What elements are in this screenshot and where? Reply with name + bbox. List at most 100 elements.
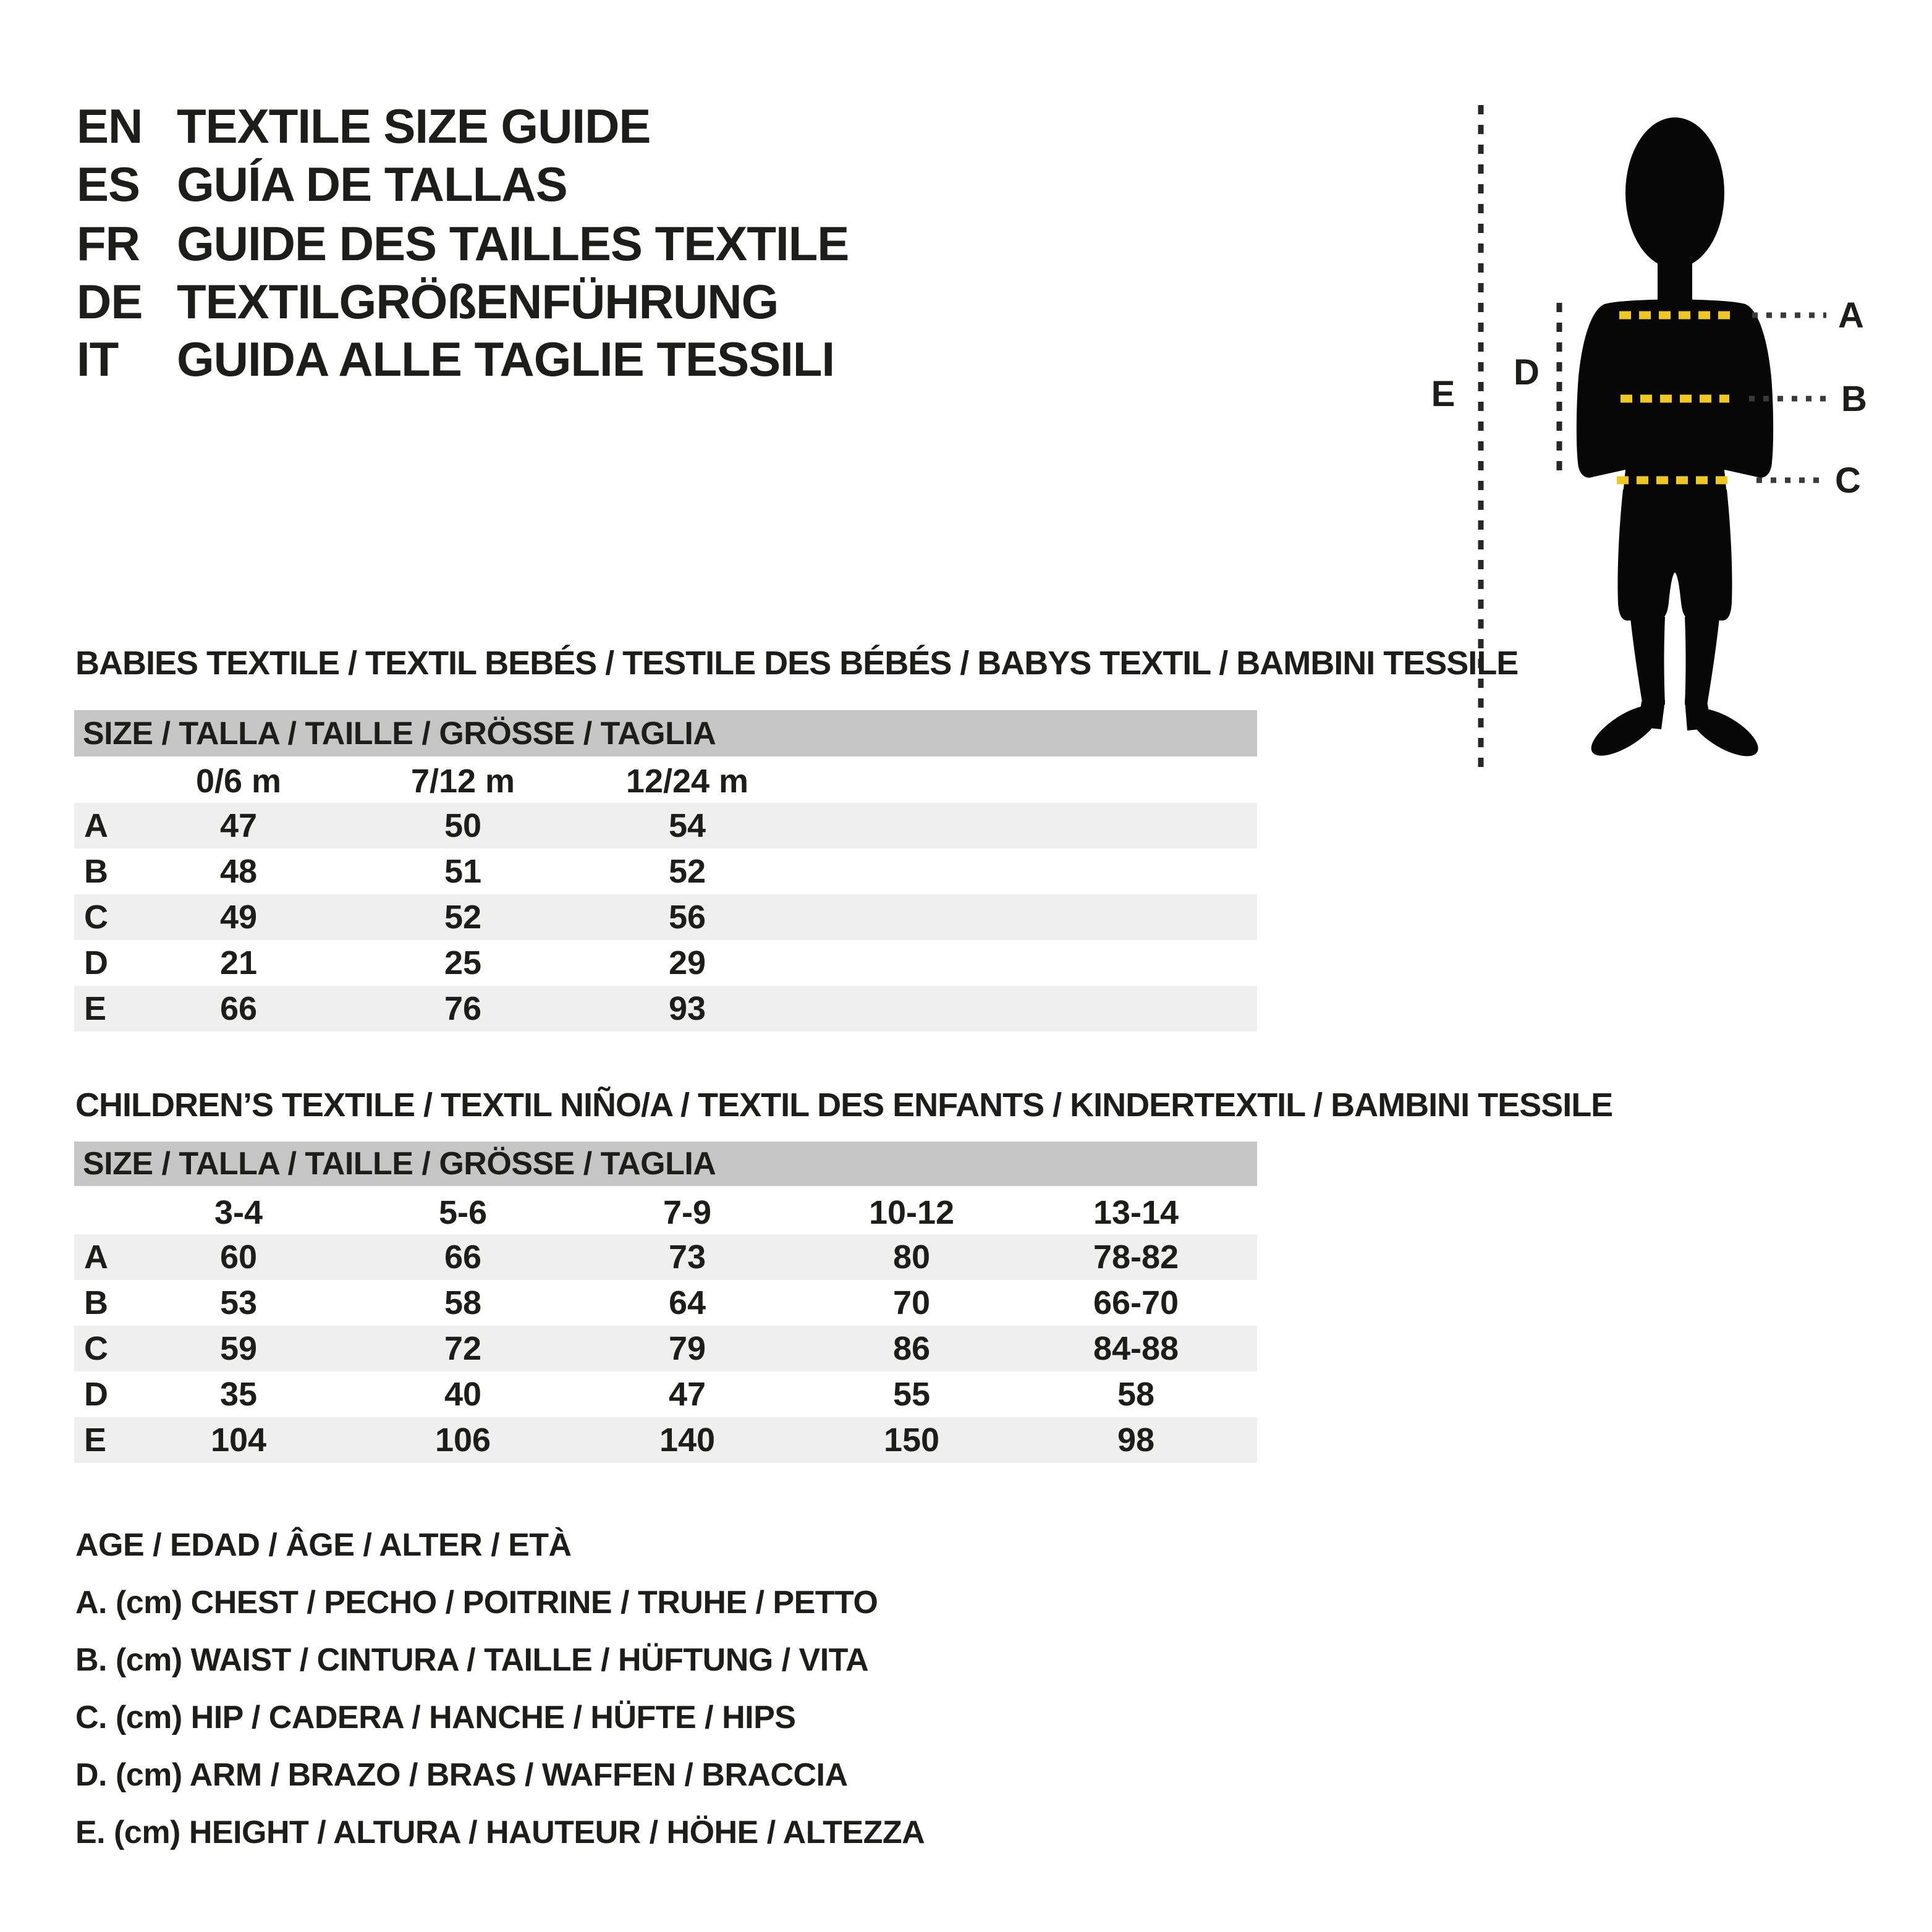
diagram-label-e: E [1431, 374, 1455, 414]
table-row: E 66 76 93 [74, 986, 1257, 1032]
table-cell: 84-88 [1093, 1330, 1179, 1367]
row-label: E [84, 990, 107, 1027]
size-header-label: SIZE / TALLA / TAILLE / GRÖSSE / TAGLIA [83, 1146, 716, 1182]
table-cell: 29 [668, 944, 706, 981]
table-cell: 59 [219, 1330, 258, 1367]
table-cell: 51 [444, 853, 482, 890]
language-title: TEXTILE SIZE GUIDE [177, 98, 651, 153]
table-cell: 140 [659, 1421, 716, 1459]
table-cell: 76 [444, 990, 482, 1027]
row-label: D [84, 944, 108, 981]
table-cell: 40 [444, 1376, 482, 1413]
table-cell: 25 [444, 944, 482, 981]
table-cell: 66-70 [1093, 1284, 1179, 1321]
legend-line-chest: A. (cm) CHEST / PECHO / POITRINE / TRUHE… [75, 1585, 878, 1621]
language-title: TEXTILGRÖßENFÜHRUNG [177, 274, 779, 329]
diagram-label-d: D [1514, 352, 1540, 392]
table-row: D 35 40 47 55 58 [74, 1371, 1257, 1417]
table-cell: 72 [444, 1330, 482, 1367]
table-cell: 52 [668, 853, 706, 890]
row-label: A [84, 1239, 108, 1276]
column-header: 3-4 [214, 1194, 263, 1231]
table-cell: 150 [883, 1421, 940, 1459]
table-cell: 106 [434, 1421, 491, 1459]
column-header: 10-12 [868, 1194, 955, 1231]
table-cell: 21 [219, 944, 258, 981]
children-size-header-bar: SIZE / TALLA / TAILLE / GRÖSSE / TAGLIA [74, 1142, 1257, 1186]
table-row: D 21 25 29 [74, 940, 1257, 986]
row-label: C [84, 899, 108, 936]
babies-size-header-bar: SIZE / TALLA / TAILLE / GRÖSSE / TAGLIA [74, 710, 1257, 756]
language-row-en: EN TEXTILE SIZE GUIDE [77, 98, 651, 154]
table-cell: 49 [219, 899, 258, 936]
children-column-header-row: 3-4 5-6 7-9 10-12 13-14 [74, 1190, 1257, 1235]
table-cell: 66 [219, 990, 258, 1027]
diagram-label-b: B [1841, 379, 1867, 419]
table-cell: 98 [1117, 1421, 1155, 1459]
child-measurement-diagram: A B C D E [1431, 105, 1867, 773]
language-code: ES [77, 156, 140, 211]
table-cell: 66 [444, 1239, 482, 1276]
table-cell: 48 [219, 853, 258, 890]
table-row: B 48 51 52 [74, 849, 1257, 894]
legend-line-age: AGE / EDAD / ÂGE / ALTER / ETÀ [75, 1527, 572, 1563]
table-cell: 86 [892, 1330, 931, 1367]
table-cell: 60 [219, 1239, 258, 1276]
table-cell: 78-82 [1093, 1239, 1179, 1276]
babies-section-title: BABIES TEXTILE / TEXTIL BEBÉS / TESTILE … [75, 645, 1519, 682]
legend-line-height: E. (cm) HEIGHT / ALTURA / HAUTEUR / HÖHE… [75, 1815, 925, 1850]
table-cell: 56 [668, 899, 706, 936]
language-code: IT [77, 331, 119, 386]
table-cell: 47 [219, 807, 258, 844]
size-header-label: SIZE / TALLA / TAILLE / GRÖSSE / TAGLIA [83, 715, 716, 752]
table-cell: 53 [219, 1284, 258, 1321]
legend-line-arm: D. (cm) ARM / BRAZO / BRAS / WAFFEN / BR… [75, 1757, 848, 1793]
table-row: C 59 72 79 86 84-88 [74, 1326, 1257, 1371]
language-title: GUÍA DE TALLAS [177, 156, 568, 211]
table-cell: 80 [892, 1239, 931, 1276]
column-header: 5-6 [438, 1194, 488, 1231]
children-section-title: CHILDREN’S TEXTILE / TEXTIL NIÑO/A / TEX… [75, 1087, 1613, 1124]
row-label: B [84, 853, 108, 890]
row-label: E [84, 1421, 107, 1459]
table-cell: 50 [444, 807, 482, 844]
table-cell: 104 [210, 1421, 267, 1459]
table-cell: 70 [892, 1284, 931, 1321]
language-row-de: DE TEXTILGRÖßENFÜHRUNG [77, 274, 779, 329]
column-header: 7/12 m [410, 763, 515, 800]
table-cell: 58 [444, 1284, 482, 1321]
legend-line-waist: B. (cm) WAIST / CINTURA / TAILLE / HÜFTU… [75, 1642, 869, 1678]
diagram-label-c: C [1835, 460, 1861, 501]
column-header: 13-14 [1093, 1194, 1179, 1231]
legend-line-hip: C. (cm) HIP / CADERA / HANCHE / HÜFTE / … [75, 1700, 796, 1735]
table-cell: 79 [668, 1330, 706, 1367]
row-label: B [84, 1284, 108, 1321]
table-cell: 58 [1117, 1376, 1155, 1413]
language-row-fr: FR GUIDE DES TAILLES TEXTILE [77, 216, 849, 271]
table-row: A 47 50 54 [74, 803, 1257, 849]
table-cell: 47 [668, 1376, 706, 1413]
table-cell: 64 [668, 1284, 706, 1321]
table-row: E 104 106 140 150 98 [74, 1417, 1257, 1463]
language-code: FR [77, 216, 140, 271]
table-cell: 54 [668, 807, 706, 844]
row-label: A [84, 807, 108, 844]
babies-column-header-row: 0/6 m 7/12 m 12/24 m [74, 759, 1257, 803]
diagram-label-a: A [1838, 295, 1864, 336]
row-label: D [84, 1376, 108, 1413]
table-cell: 55 [892, 1376, 931, 1413]
language-code: EN [77, 98, 143, 153]
language-title: GUIDA ALLE TAGLIE TESSILI [177, 331, 835, 386]
table-row: C 49 52 56 [74, 894, 1257, 940]
language-row-es: ES GUÍA DE TALLAS [77, 156, 568, 212]
column-header: 7-9 [663, 1194, 712, 1231]
table-cell: 52 [444, 899, 482, 936]
child-silhouette-icon [1576, 117, 1774, 756]
column-header: 12/24 m [625, 763, 749, 800]
language-row-it: IT GUIDA ALLE TAGLIE TESSILI [77, 331, 835, 387]
table-cell: 93 [668, 990, 706, 1027]
table-row: A 60 66 73 80 78-82 [74, 1234, 1257, 1280]
language-code: DE [77, 274, 143, 329]
column-header: 0/6 m [195, 763, 282, 800]
